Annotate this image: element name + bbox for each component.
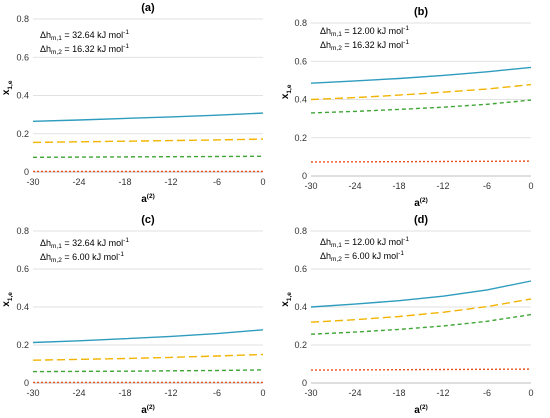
x-tick-label: -18 (392, 181, 405, 191)
annotation-line-2: Δhm,2 = 6.00 kJ mol-1 (40, 251, 124, 264)
y-tick-label: 0.4 (294, 302, 307, 312)
annotation-line-2: Δhm,2 = 16.32 kJ mol-1 (40, 43, 129, 56)
y-tick-label: 0 (302, 378, 307, 388)
x-tick-label: -12 (436, 388, 449, 398)
panel-c: 0 0.2 0.4 0.6 0.8 -30 -24 -18 -12 -6 0 (c) a(2) x1,e Δ… (1, 214, 266, 416)
series-line-2 (32, 138, 264, 144)
y-tick-label: 0 (24, 167, 29, 177)
y-tick-label: 0.8 (294, 226, 307, 236)
panel-title: (b) (414, 6, 428, 18)
x-axis-label: a(2) (414, 197, 428, 209)
x-tick-label: -6 (483, 181, 491, 191)
x-tick-label: -12 (164, 177, 177, 187)
series-line-3 (310, 313, 532, 335)
y-tick-label: 0.4 (16, 91, 29, 101)
series-line-1 (32, 112, 264, 122)
panel-title: (c) (141, 214, 155, 226)
x-tick-label: -24 (72, 177, 85, 187)
annotation-line-1: Δhm,1 = 32.64 kJ mol-1 (40, 237, 129, 250)
series-line-4 (310, 160, 532, 163)
y-tick-label: 0.2 (16, 340, 29, 350)
x-tick-label: 0 (528, 181, 533, 191)
y-tick-label: 0.8 (294, 18, 307, 28)
x-tick-label: -6 (213, 177, 221, 187)
y-tick-label: 0.8 (16, 226, 29, 236)
series-line-4 (310, 368, 532, 371)
y-axis-label: x1,e (280, 84, 293, 99)
panel-d: 0 0.2 0.4 0.6 0.8 -30 -24 -18 -12 -6 0 (d) a(2) x1,e Δ… (280, 214, 534, 416)
x-axis-label: a(2) (141, 404, 155, 416)
annotation-line-1: Δhm,1 = 12.00 kJ mol-1 (320, 25, 409, 38)
y-tick-label: 0.6 (294, 264, 307, 274)
x-tick-label: -30 (304, 388, 317, 398)
x-tick-label: -18 (392, 388, 405, 398)
annotation-line-1: Δhm,1 = 12.00 kJ mol-1 (320, 236, 409, 249)
x-tick-label: -24 (348, 181, 361, 191)
x-tick-label: -18 (118, 177, 131, 187)
panel-title: (d) (414, 214, 428, 226)
y-axis-label: x1,e (1, 80, 14, 95)
x-tick-label: 0 (260, 388, 265, 398)
x-tick-label: 0 (528, 388, 533, 398)
x-tick-label: -12 (164, 388, 177, 398)
panel-title: (a) (141, 2, 155, 14)
panel-b: 0 0.2 0.4 0.6 0.8 -30 -24 -18 -12 -6 0 (b) a(2) x1,e Δ… (280, 6, 534, 209)
series-line-3 (32, 369, 264, 373)
y-tick-label: 0 (24, 378, 29, 388)
y-tick-label: 0.4 (294, 95, 307, 105)
x-tick-label: -30 (26, 388, 39, 398)
y-tick-label: 0.4 (16, 302, 29, 312)
y-axis-label: x1,e (280, 292, 293, 307)
y-tick-label: 0.8 (16, 14, 29, 24)
series-line-2 (310, 298, 532, 323)
x-axis-label: a(2) (414, 404, 428, 416)
series-line-2 (32, 353, 264, 361)
annotation-line-2: Δhm,2 = 6.00 kJ mol-1 (320, 250, 404, 263)
y-axis-label: x1,e (1, 292, 14, 307)
x-tick-label: -6 (483, 388, 491, 398)
annotation-line-1: Δhm,1 = 32.64 kJ mol-1 (40, 29, 129, 42)
x-tick-label: 0 (260, 177, 265, 187)
x-tick-label: -24 (348, 388, 361, 398)
x-tick-label: -30 (304, 181, 317, 191)
y-tick-label: 0.2 (16, 129, 29, 139)
series-line-3 (310, 99, 532, 114)
y-tick-label: 0.2 (294, 340, 307, 350)
series-line-3 (32, 155, 264, 158)
y-tick-label: 0.2 (294, 133, 307, 143)
y-tick-label: 0.6 (16, 264, 29, 274)
x-tick-label: -30 (26, 177, 39, 187)
x-tick-label: -18 (118, 388, 131, 398)
series-line-2 (310, 83, 532, 101)
x-tick-label: -24 (72, 388, 85, 398)
x-tick-label: -6 (213, 388, 221, 398)
panel-a: 0 0.2 0.4 0.6 0.8 -30 -24 -18 -12 -6 0 (a) a(2) x1,e Δ… (1, 2, 266, 205)
series-line-1 (310, 66, 532, 84)
series-line-1 (310, 280, 532, 308)
series-line-1 (32, 329, 264, 344)
x-axis-label: a(2) (141, 193, 155, 205)
annotation-line-2: Δhm,2 = 16.32 kJ mol-1 (320, 39, 409, 52)
y-tick-label: 0.6 (294, 56, 307, 66)
x-tick-label: -12 (436, 181, 449, 191)
y-tick-label: 0.6 (16, 52, 29, 62)
y-tick-label: 0 (302, 171, 307, 181)
